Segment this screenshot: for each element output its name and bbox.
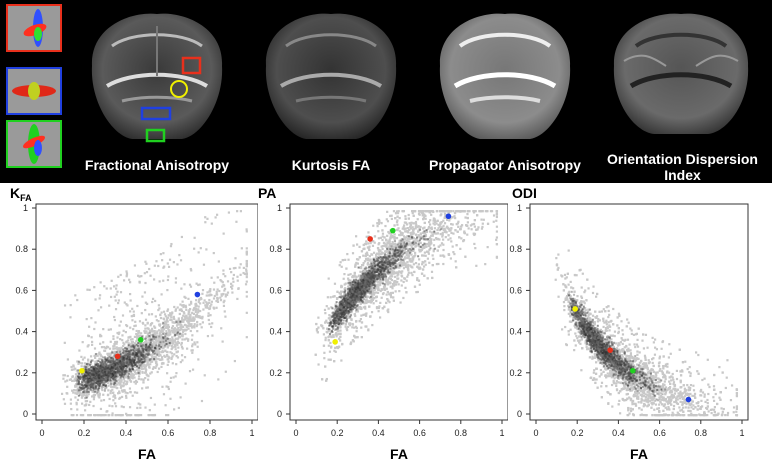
x-tick-label: 1 (249, 428, 254, 438)
roi-red-box (181, 56, 202, 75)
x-axis-label: FA (390, 446, 408, 461)
plot-title: KFA (10, 185, 32, 203)
brain-fa-image (91, 13, 223, 143)
roi-blue-box (140, 106, 172, 121)
y-tick-label: 0.4 (509, 327, 522, 337)
data-point-blue (445, 213, 452, 220)
x-tick-label: 0 (293, 428, 298, 438)
fiber-glyph-icon (22, 124, 46, 164)
data-point-green (137, 337, 144, 343)
y-tick-label: 0.8 (269, 244, 282, 254)
glyph-red-box (6, 4, 62, 52)
y-tick-label: 1 (277, 203, 282, 213)
data-point-red (114, 353, 121, 360)
plot-title: PA (258, 185, 276, 201)
density-cloud (314, 210, 499, 382)
fiber-glyph-icon (12, 82, 56, 100)
y-tick-label: 0.2 (509, 368, 522, 378)
data-point-yellow (79, 367, 85, 374)
y-tick-label: 0.4 (269, 327, 282, 337)
data-point-blue (685, 396, 692, 403)
x-tick-label: 0.8 (455, 428, 468, 438)
y-tick-label: 0.6 (269, 285, 282, 295)
x-tick-label: 0 (39, 428, 44, 438)
data-point-yellow (332, 339, 338, 345)
y-tick-label: 0.8 (15, 244, 28, 254)
data-point-green (630, 367, 636, 374)
y-tick-label: 0.6 (509, 285, 522, 295)
label-fractional-anisotropy: Fractional Anisotropy (84, 157, 230, 173)
y-tick-label: 0.4 (15, 327, 28, 337)
fiber-glyph-icon (23, 9, 47, 47)
data-point-red (607, 347, 613, 353)
data-point-green (390, 227, 396, 234)
y-tick-label: 0 (277, 409, 282, 419)
x-tick-label: 0.2 (571, 428, 584, 438)
x-tick-label: 1 (499, 428, 504, 438)
x-tick-label: 0.2 (78, 428, 91, 438)
plot-title: ODI (512, 185, 537, 201)
y-tick-label: 0.6 (15, 285, 28, 295)
y-tick-label: 0.2 (15, 368, 28, 378)
label-orientation-dispersion-index: Orientation Dispersion Index (607, 151, 758, 183)
x-tick-label: 0.8 (204, 428, 217, 438)
brain-image-panel: Fractional Anisotropy Kurtosis FA Propag… (0, 0, 772, 183)
roi-yellow-circle (170, 80, 188, 98)
x-tick-label: 0 (533, 428, 538, 438)
glyph-blue-box (6, 67, 62, 115)
y-tick-label: 0 (23, 409, 28, 419)
x-tick-label: 0.8 (695, 428, 708, 438)
plot-frame (35, 203, 258, 421)
brain-pa-image (439, 13, 571, 139)
density-cloud (554, 249, 739, 417)
x-tick-label: 0.4 (612, 428, 625, 438)
x-tick-label: 0.2 (331, 428, 344, 438)
y-tick-label: 1 (517, 203, 522, 213)
x-axis-label: FA (630, 446, 648, 461)
data-point-yellow (572, 306, 578, 312)
x-tick-label: 1 (739, 428, 744, 438)
data-point-blue (194, 291, 201, 298)
glyph-green-box (6, 120, 62, 168)
x-tick-label: 0.4 (372, 428, 385, 438)
x-tick-label: 0.6 (413, 428, 426, 438)
x-tick-label: 0.6 (162, 428, 175, 438)
label-kurtosis-fa: Kurtosis FA (291, 157, 371, 173)
scatter-odi-vs-fa: 0 0.2 0.4 0.6 0.8 1 0 0.2 0.4 0.6 0.8 1 ODI FA (509, 185, 749, 461)
plot-frame (289, 203, 508, 421)
density-cloud (60, 210, 248, 417)
label-propagator-anisotropy: Propagator Anisotropy (429, 157, 581, 173)
x-tick-label: 0.6 (653, 428, 666, 438)
roi-green-box (145, 128, 166, 143)
x-tick-label: 0.4 (120, 428, 133, 438)
x-axis-label: FA (138, 446, 156, 461)
y-tick-label: 0 (517, 409, 522, 419)
brain-odi-image (613, 13, 749, 134)
brain-kfa-image (265, 13, 397, 139)
y-tick-label: 0.2 (269, 368, 282, 378)
y-tick-label: 0.8 (509, 244, 522, 254)
y-tick-label: 1 (23, 203, 28, 213)
data-point-red (367, 236, 373, 242)
